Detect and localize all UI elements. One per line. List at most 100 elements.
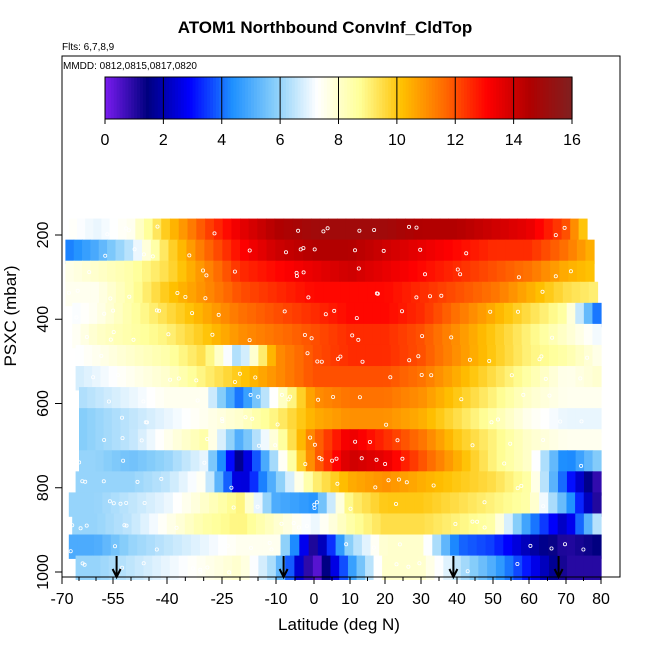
heatmap-cell bbox=[408, 239, 418, 265]
sample-point bbox=[375, 291, 380, 296]
heatmap-cell bbox=[452, 366, 462, 391]
sample-point bbox=[203, 296, 208, 301]
sample-point bbox=[417, 561, 422, 566]
sample-point bbox=[253, 375, 258, 380]
heatmap-cell bbox=[169, 344, 180, 370]
heatmap-cell bbox=[375, 408, 385, 433]
heatmap-cell bbox=[155, 534, 165, 559]
heatmap-cell bbox=[275, 471, 286, 496]
heatmap-cell bbox=[234, 387, 244, 412]
heatmap-cell bbox=[570, 218, 580, 243]
heatmap-cell bbox=[496, 260, 507, 286]
heatmap-cell bbox=[85, 534, 95, 559]
heatmap-cell bbox=[341, 429, 351, 454]
heatmap-cell bbox=[557, 302, 568, 328]
sample-point bbox=[198, 567, 203, 572]
heatmap-cell bbox=[310, 323, 321, 349]
heatmap-cell bbox=[504, 344, 514, 370]
sample-point bbox=[547, 393, 552, 398]
sample-point bbox=[127, 294, 132, 299]
heatmap-cell bbox=[141, 260, 152, 286]
heatmap-cell bbox=[240, 218, 250, 243]
axes: -70 -55 -40 -25 -10 0 10 20 30 40 50 60 70 80 200 400 60… bbox=[35, 222, 610, 608]
heatmap-cell bbox=[522, 450, 533, 475]
heatmap-cell bbox=[292, 513, 303, 538]
sample-point bbox=[579, 419, 584, 424]
colorbar-swatch bbox=[431, 77, 436, 119]
heatmap-cell bbox=[398, 513, 408, 538]
heatmap-cell bbox=[168, 260, 179, 286]
heatmap-cell bbox=[468, 323, 479, 349]
heatmap-cell bbox=[158, 513, 168, 538]
heatmap-cell bbox=[187, 555, 198, 580]
heatmap-cell bbox=[223, 366, 233, 391]
heatmap-cell bbox=[181, 387, 192, 412]
heatmap-cell bbox=[214, 281, 225, 307]
heatmap-cell bbox=[172, 429, 183, 454]
heatmap-cell bbox=[408, 366, 418, 391]
heatmap-cell bbox=[258, 344, 268, 370]
sample-point bbox=[126, 228, 131, 233]
heatmap-cell bbox=[405, 218, 415, 243]
sample-point bbox=[74, 315, 79, 320]
colorbar-swatch bbox=[250, 77, 255, 119]
heatmap-cell bbox=[129, 429, 139, 454]
heatmap-cell bbox=[196, 366, 207, 391]
heatmap-cell bbox=[337, 302, 347, 328]
heatmap-cell bbox=[549, 408, 559, 433]
heatmap-cell bbox=[521, 534, 531, 559]
heatmap-cell bbox=[495, 344, 506, 370]
sample-point bbox=[200, 268, 205, 273]
heatmap-cell bbox=[424, 513, 435, 538]
heatmap-cell bbox=[303, 471, 314, 496]
sample-point bbox=[121, 458, 126, 463]
colorbar-swatch bbox=[396, 77, 401, 119]
heatmap-cell bbox=[100, 555, 110, 580]
heatmap-cell bbox=[539, 366, 550, 391]
heatmap-cell bbox=[432, 534, 442, 559]
heatmap-cell bbox=[301, 513, 312, 538]
heatmap-cell bbox=[559, 239, 569, 265]
colorbar-swatch bbox=[531, 77, 535, 119]
heatmap-cell bbox=[143, 344, 153, 370]
sample-point bbox=[256, 443, 261, 448]
colorbar-tick-label: 0 bbox=[101, 132, 110, 149]
colorbar-swatch bbox=[513, 77, 518, 119]
heatmap-cell bbox=[217, 429, 227, 454]
heatmap-cell bbox=[453, 450, 463, 475]
heatmap-cell bbox=[88, 513, 98, 538]
colorbar-swatch bbox=[201, 77, 205, 119]
colorbar-tick-label: 12 bbox=[446, 132, 464, 149]
heatmap-cell bbox=[117, 471, 127, 496]
heatmap-cell bbox=[592, 366, 602, 391]
heatmap-cell bbox=[548, 471, 559, 496]
heatmap-cell bbox=[107, 281, 117, 307]
heatmap-cell bbox=[422, 218, 432, 243]
heatmap-cell bbox=[79, 429, 88, 454]
colorbar-swatch bbox=[142, 77, 147, 119]
heatmap-cell bbox=[592, 450, 602, 475]
heatmap-cell bbox=[486, 513, 496, 538]
heatmap-cell bbox=[140, 323, 150, 349]
sample-point bbox=[143, 420, 148, 425]
heatmap-cell bbox=[141, 239, 152, 265]
heatmap-cell bbox=[452, 555, 462, 580]
heatmap-cell bbox=[273, 323, 284, 349]
heatmap-cell bbox=[382, 344, 392, 370]
heatmap-cell bbox=[344, 534, 354, 559]
heatmap-cell bbox=[390, 239, 401, 265]
heatmap-cell bbox=[143, 555, 153, 580]
colorbar-tick-label: 8 bbox=[334, 132, 343, 149]
colorbar-swatch bbox=[414, 77, 418, 119]
heatmap-cell bbox=[379, 218, 389, 243]
heatmap-cell bbox=[234, 450, 244, 475]
heatmap-cell bbox=[115, 260, 125, 286]
heatmap-cell bbox=[72, 323, 82, 349]
colorbar-swatch bbox=[548, 77, 553, 119]
heatmap-cell bbox=[303, 239, 314, 265]
heatmap-cell bbox=[523, 260, 533, 286]
heatmap-cell bbox=[209, 492, 219, 517]
colorbar-swatch bbox=[358, 77, 363, 119]
heatmap-cell bbox=[393, 281, 403, 307]
heatmap-cell bbox=[354, 218, 364, 243]
